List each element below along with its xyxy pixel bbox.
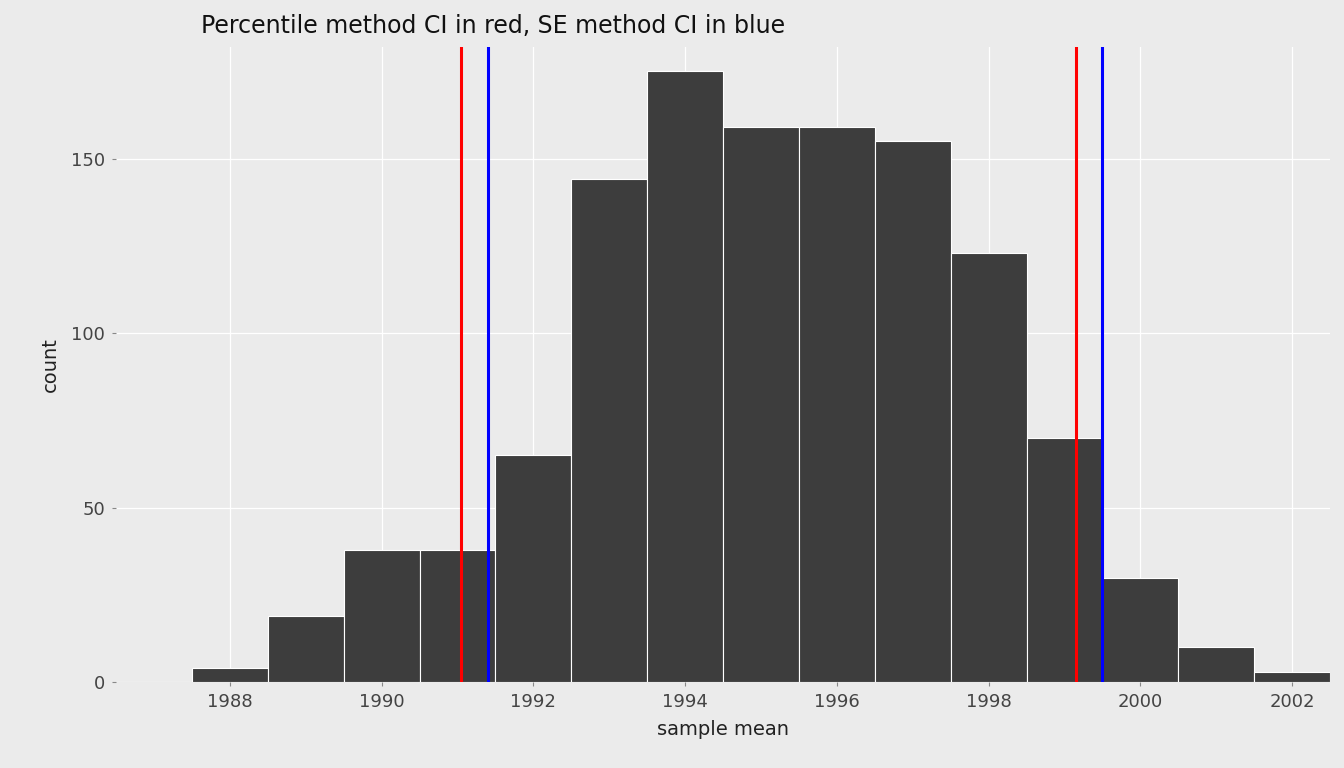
Bar (723, 127, 798, 682)
Bar (648, 71, 723, 682)
Bar (496, 455, 571, 682)
Bar (1179, 647, 1254, 682)
Bar (192, 668, 267, 682)
Text: Percentile method CI in red, SE method CI in blue: Percentile method CI in red, SE method C… (202, 14, 785, 38)
Bar (1027, 438, 1102, 682)
Bar (419, 550, 496, 682)
Bar (798, 127, 875, 682)
Bar (267, 616, 344, 682)
Bar (950, 253, 1027, 682)
Bar (1102, 578, 1179, 682)
Bar (1254, 672, 1331, 682)
Bar (875, 141, 950, 682)
Bar (344, 550, 419, 682)
Bar (571, 180, 648, 682)
X-axis label: sample mean: sample mean (657, 720, 789, 739)
Y-axis label: count: count (40, 337, 59, 392)
